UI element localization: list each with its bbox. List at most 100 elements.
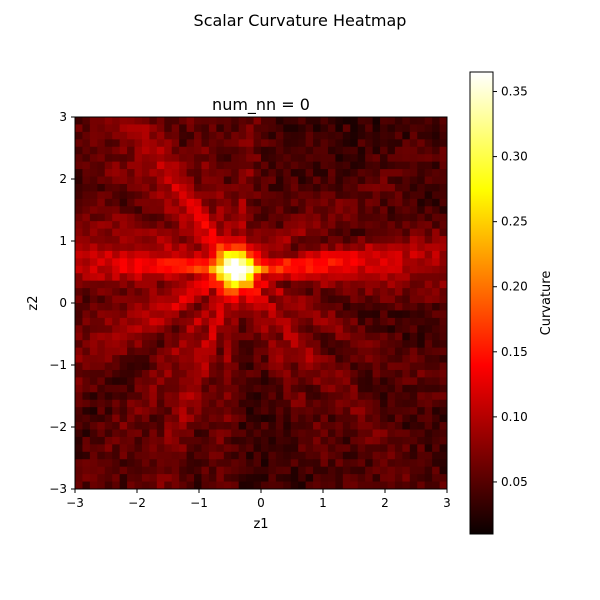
heatmap-cell bbox=[127, 154, 136, 163]
heatmap-cell bbox=[194, 198, 202, 207]
heatmap-cell bbox=[439, 474, 448, 483]
heatmap-cell bbox=[134, 392, 143, 401]
heatmap-cell bbox=[283, 369, 292, 378]
heatmap-cell bbox=[305, 228, 314, 237]
heatmap-cell bbox=[238, 265, 247, 274]
heatmap-cell bbox=[365, 429, 374, 438]
heatmap-cell bbox=[141, 258, 150, 267]
heatmap-cell bbox=[231, 265, 240, 274]
heatmap-cell bbox=[409, 481, 418, 490]
heatmap-cell bbox=[335, 154, 344, 163]
heatmap-cell bbox=[246, 198, 255, 207]
heatmap-cell bbox=[253, 392, 262, 401]
heatmap-cell bbox=[82, 161, 91, 170]
heatmap-cell bbox=[365, 384, 374, 393]
heatmap-cell bbox=[156, 459, 165, 468]
heatmap-cell bbox=[223, 228, 232, 237]
heatmap-cell bbox=[327, 392, 336, 401]
heatmap-cell bbox=[201, 466, 210, 475]
heatmap-cell bbox=[141, 183, 150, 192]
heatmap-cell bbox=[327, 317, 336, 326]
heatmap-cell bbox=[141, 429, 150, 438]
heatmap-cell bbox=[365, 198, 374, 207]
heatmap-cell bbox=[357, 407, 366, 416]
heatmap-cell bbox=[424, 191, 433, 200]
heatmap-cell bbox=[342, 399, 351, 408]
heatmap-cell bbox=[424, 139, 433, 148]
heatmap-cell bbox=[327, 117, 336, 125]
heatmap-cell bbox=[216, 191, 225, 200]
x-tick-label: 0 bbox=[257, 496, 265, 510]
heatmap-cell bbox=[402, 124, 411, 133]
heatmap-cell bbox=[127, 362, 136, 371]
heatmap-cell bbox=[119, 124, 128, 133]
heatmap-cell bbox=[357, 295, 366, 304]
heatmap-cell bbox=[439, 176, 448, 185]
heatmap-cell bbox=[89, 288, 98, 297]
heatmap-cell bbox=[357, 459, 366, 468]
heatmap-cell bbox=[268, 243, 277, 252]
heatmap-cell bbox=[350, 139, 359, 148]
heatmap-cell bbox=[216, 176, 225, 185]
heatmap-cell bbox=[313, 154, 322, 163]
heatmap-cell bbox=[350, 280, 359, 289]
heatmap-cell bbox=[134, 407, 143, 416]
heatmap-cell bbox=[223, 198, 232, 207]
heatmap-cell bbox=[149, 466, 158, 475]
heatmap-cell bbox=[223, 139, 232, 148]
heatmap-cell bbox=[357, 169, 366, 178]
heatmap-cell bbox=[305, 139, 314, 148]
heatmap-cell bbox=[335, 310, 344, 319]
heatmap-cell bbox=[290, 161, 299, 170]
heatmap-cell bbox=[432, 250, 441, 259]
heatmap-cell bbox=[365, 154, 374, 163]
heatmap-cell bbox=[223, 265, 232, 274]
heatmap-cell bbox=[253, 273, 262, 282]
heatmap-cell bbox=[141, 355, 150, 364]
heatmap-cell bbox=[112, 206, 121, 215]
heatmap-cell bbox=[164, 384, 173, 393]
heatmap-cell bbox=[424, 377, 433, 386]
heatmap-cell bbox=[104, 124, 113, 133]
heatmap-cell bbox=[89, 161, 98, 170]
heatmap-cell bbox=[261, 422, 269, 430]
heatmap-cell bbox=[112, 481, 121, 490]
heatmap-cell bbox=[208, 183, 217, 192]
heatmap-cell bbox=[313, 451, 322, 460]
heatmap-cell bbox=[350, 466, 359, 475]
heatmap-cell bbox=[350, 377, 359, 386]
heatmap-cell bbox=[246, 347, 255, 356]
heatmap-cell bbox=[357, 176, 366, 185]
heatmap-cell bbox=[127, 317, 136, 326]
heatmap-cell bbox=[179, 265, 188, 274]
heatmap-cell bbox=[357, 303, 366, 311]
heatmap-cell bbox=[298, 407, 307, 416]
heatmap-cell bbox=[171, 481, 180, 490]
heatmap-cell bbox=[201, 317, 210, 326]
heatmap-cell bbox=[372, 332, 381, 341]
heatmap-cell bbox=[89, 436, 98, 445]
heatmap-cell bbox=[335, 303, 344, 311]
heatmap-cell bbox=[75, 474, 83, 483]
heatmap-cell bbox=[97, 325, 106, 334]
heatmap-cell bbox=[402, 198, 411, 207]
heatmap-cell bbox=[313, 295, 322, 304]
heatmap-cell bbox=[350, 340, 359, 349]
heatmap-cell bbox=[320, 265, 329, 274]
heatmap-cell bbox=[253, 131, 262, 140]
heatmap-cell bbox=[387, 436, 396, 445]
heatmap-cell bbox=[112, 191, 121, 200]
heatmap-cell bbox=[268, 131, 277, 140]
heatmap-cell bbox=[194, 228, 202, 237]
heatmap-cell bbox=[201, 392, 210, 401]
heatmap-cell bbox=[387, 377, 396, 386]
heatmap-cell bbox=[350, 228, 359, 237]
heatmap-cell bbox=[201, 131, 210, 140]
heatmap-cell bbox=[283, 295, 292, 304]
heatmap-cell bbox=[387, 221, 396, 230]
heatmap-cell bbox=[402, 444, 411, 453]
heatmap-cell bbox=[186, 250, 195, 259]
heatmap-cell bbox=[313, 474, 322, 483]
heatmap-cell bbox=[402, 332, 411, 341]
heatmap-cell bbox=[141, 362, 150, 371]
